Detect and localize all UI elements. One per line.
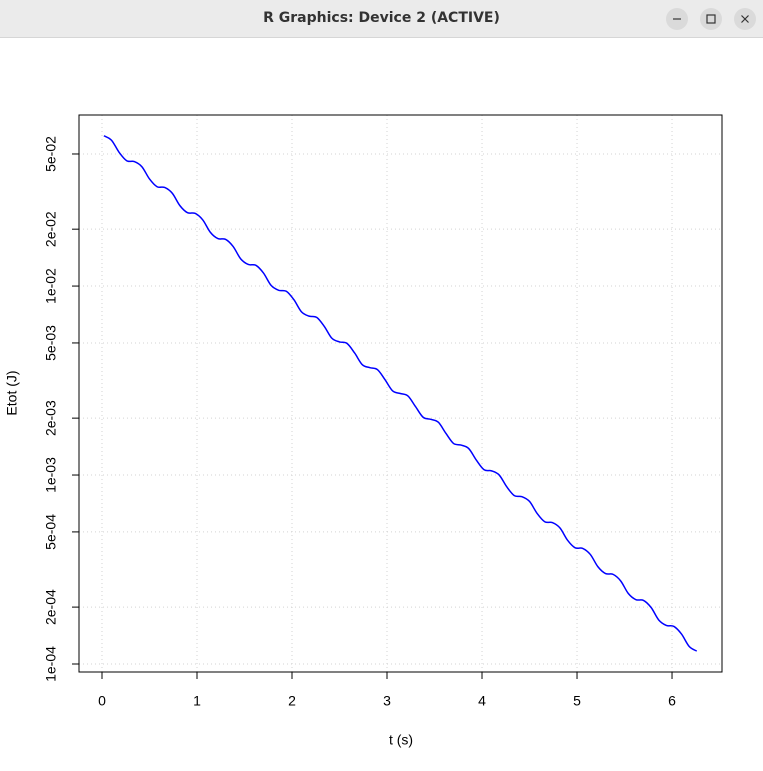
x-tick-label: 5 [573,693,581,709]
maximize-icon [706,14,716,24]
plot-frame [78,114,723,673]
y-tick-label: 5e-04 [43,514,59,550]
x-tick-label: 1 [193,693,201,709]
x-tick-label: 0 [98,693,106,709]
x-axis-label: t (s) [389,732,413,748]
y-axis-label: Etot (J) [4,370,20,415]
minimize-button[interactable] [666,8,688,30]
data-line [103,135,698,652]
y-tick-label: 5e-02 [43,136,59,172]
x-tick-label: 2 [288,693,296,709]
y-tick-label: 2e-03 [43,400,59,436]
y-tick-label: 1e-02 [43,268,59,304]
x-tick-label: 4 [478,693,486,709]
close-button[interactable] [734,8,756,30]
minimize-icon [673,18,681,20]
maximize-button[interactable] [700,8,722,30]
y-tick-label: 1e-03 [43,457,59,493]
x-tick-label: 6 [668,693,676,709]
close-icon [741,15,749,23]
y-tick-label: 1e-04 [43,646,59,682]
x-tick-label: 3 [383,693,391,709]
title-bar: R Graphics: Device 2 (ACTIVE) [0,0,763,38]
y-tick-label: 2e-02 [43,211,59,247]
window-title: R Graphics: Device 2 (ACTIVE) [263,10,500,26]
y-tick-label: 5e-03 [43,325,59,361]
y-tick-label: 2e-04 [43,589,59,625]
